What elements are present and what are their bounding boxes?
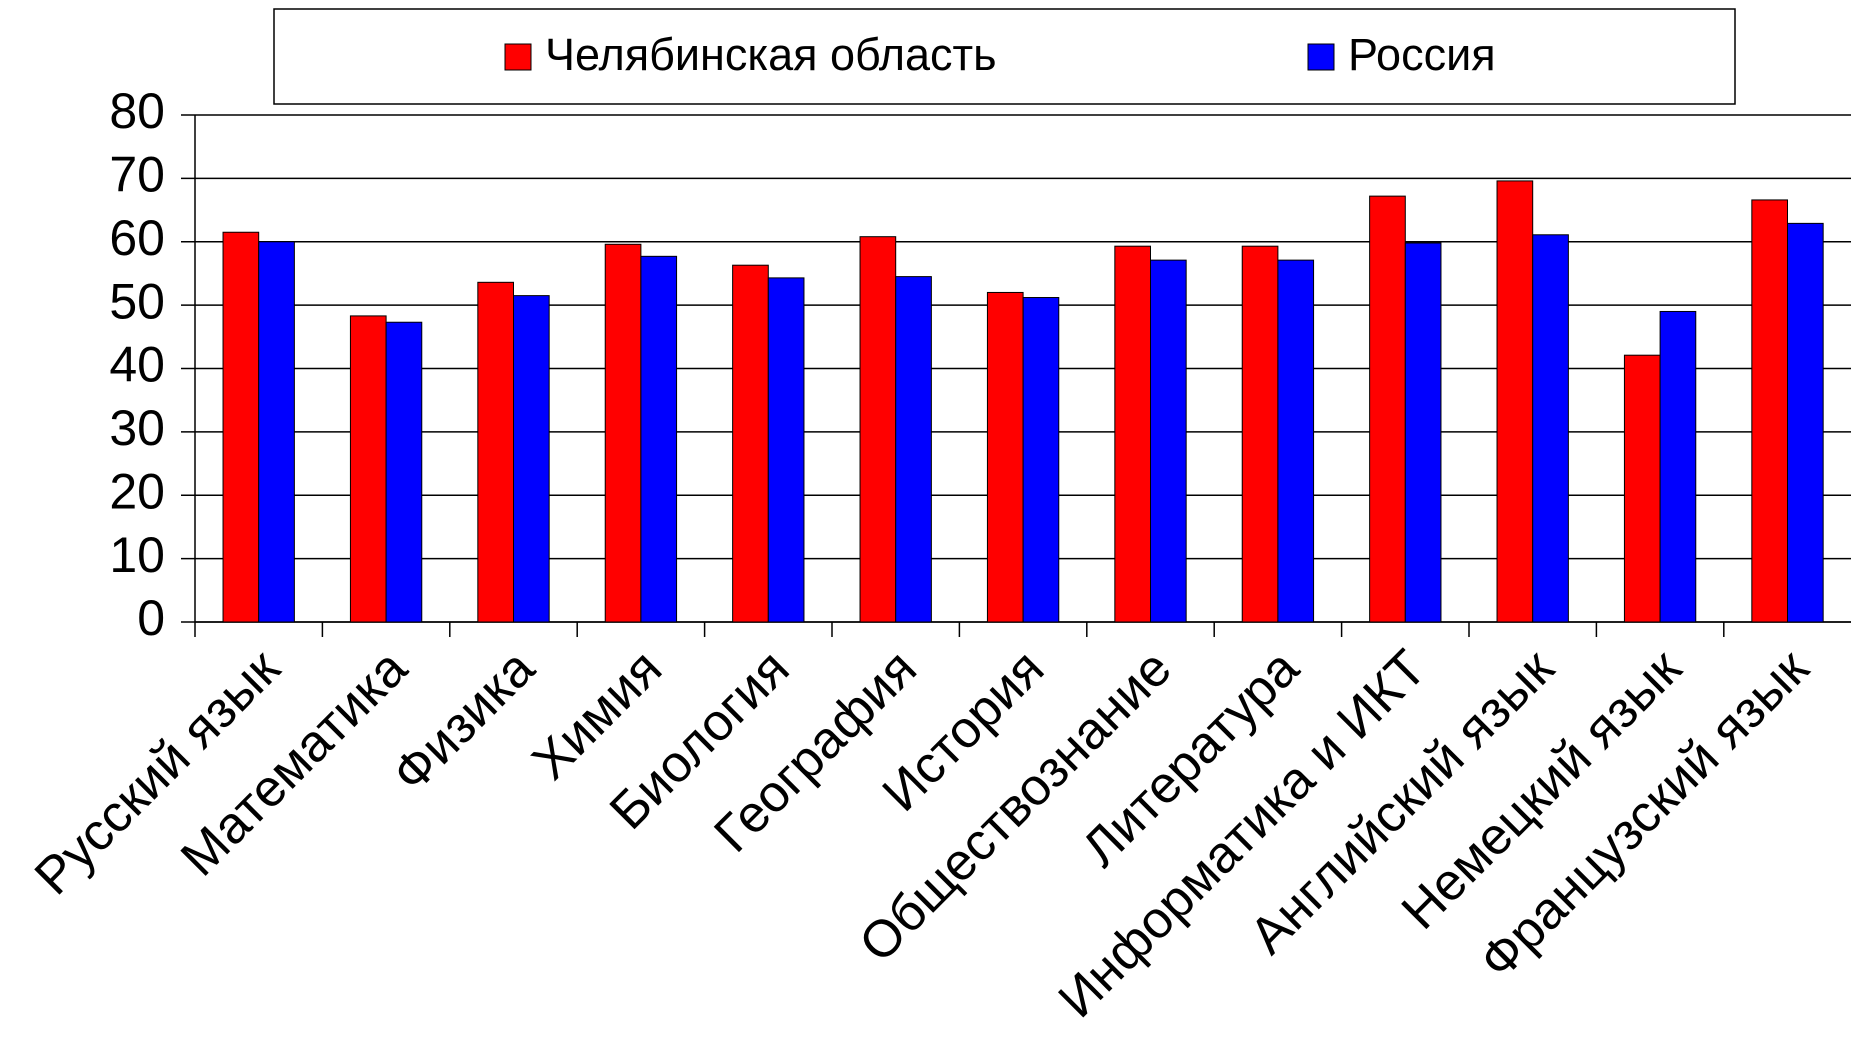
bar bbox=[1659, 310, 1697, 623]
y-tick-label: 80 bbox=[109, 83, 165, 139]
x-tick-label: Физика bbox=[381, 639, 545, 803]
legend-label: Челябинская область bbox=[545, 29, 997, 80]
legend-label: Россия bbox=[1348, 29, 1496, 80]
bar bbox=[349, 315, 387, 623]
bar bbox=[1241, 245, 1279, 623]
y-tick-label: 70 bbox=[109, 147, 165, 203]
bar bbox=[1150, 259, 1187, 623]
bar bbox=[1277, 259, 1315, 623]
bar bbox=[1751, 199, 1789, 623]
legend-swatch bbox=[504, 43, 532, 71]
legend-box bbox=[273, 8, 1736, 105]
y-tick-label: 0 bbox=[137, 590, 165, 646]
bar bbox=[1623, 354, 1661, 623]
bar bbox=[640, 255, 678, 623]
bar bbox=[1787, 222, 1824, 623]
bar bbox=[1404, 242, 1442, 623]
bar bbox=[1496, 180, 1534, 623]
y-tick-label: 60 bbox=[109, 210, 165, 266]
bar bbox=[1369, 195, 1406, 623]
y-tick-label: 40 bbox=[109, 337, 165, 393]
y-tick-label: 10 bbox=[109, 527, 165, 583]
bar bbox=[732, 264, 769, 623]
bar bbox=[1114, 245, 1152, 623]
bar bbox=[1532, 234, 1569, 623]
bar bbox=[222, 231, 260, 623]
y-tick-label: 30 bbox=[109, 400, 165, 456]
bar bbox=[513, 295, 550, 623]
bar bbox=[767, 277, 805, 623]
bar bbox=[859, 236, 897, 623]
y-tick-label: 50 bbox=[109, 273, 165, 329]
bar bbox=[1022, 297, 1060, 623]
bar bbox=[258, 241, 295, 623]
bar bbox=[986, 291, 1024, 623]
y-tick-label: 20 bbox=[109, 463, 165, 519]
bar bbox=[477, 281, 515, 623]
bar bbox=[604, 243, 642, 623]
bar bbox=[895, 276, 932, 623]
bar bbox=[385, 321, 423, 623]
legend-swatch bbox=[1307, 43, 1335, 71]
